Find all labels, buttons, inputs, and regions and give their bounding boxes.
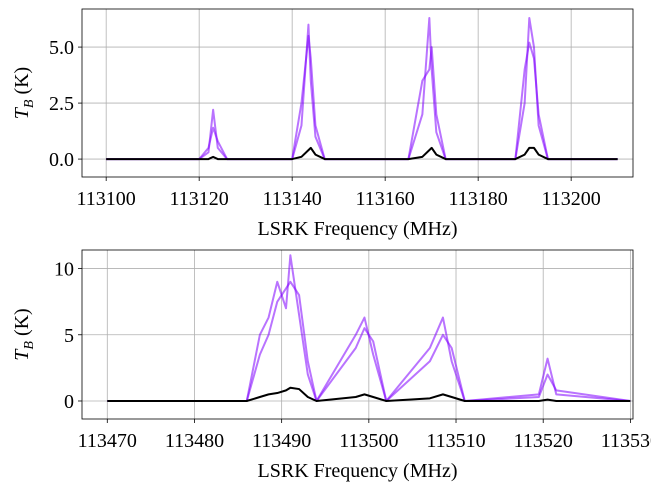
x-axis-label: LSRK Frequency (MHz)	[258, 218, 458, 240]
x-tick-label: 113100	[77, 188, 136, 210]
x-tick-label: 113520	[514, 430, 573, 452]
y-label-unit: (K)	[11, 67, 33, 95]
y-tick-label: 2.5	[49, 93, 74, 115]
spectrum-line	[106, 16, 618, 161]
spectrum-line	[107, 254, 631, 402]
y-axis-label: TB (K)	[11, 67, 37, 119]
y-tick-label: 0	[64, 391, 74, 413]
y-label-subscript: B	[22, 99, 37, 108]
y-axis-label: TB (K)	[11, 308, 37, 360]
x-tick-label: 113140	[263, 188, 322, 210]
x-tick-label: 113480	[165, 430, 224, 452]
x-tick-label: 113500	[339, 430, 398, 452]
y-tick-label: 5	[64, 325, 74, 347]
spectrum-line	[107, 386, 631, 402]
spectrum-line	[107, 280, 631, 402]
y-label-symbol: T	[11, 348, 33, 361]
spectrum-line	[106, 34, 618, 161]
y-label-symbol: T	[11, 106, 33, 119]
y-label-subscript: B	[22, 341, 37, 350]
x-tick-label: 113200	[542, 188, 601, 210]
x-tick-label: 113180	[449, 188, 508, 210]
spectrum-line	[106, 146, 618, 161]
x-tick-label: 113490	[252, 430, 311, 452]
axes-frame	[81, 249, 634, 420]
x-tick-label: 113120	[170, 188, 229, 210]
y-tick-label: 5.0	[49, 37, 74, 59]
x-tick-label: 113510	[426, 430, 485, 452]
x-axis-label: LSRK Frequency (MHz)	[258, 460, 458, 482]
y-label-unit: (K)	[11, 308, 33, 336]
x-tick-label: 113470	[78, 430, 137, 452]
x-tick-label: 113160	[356, 188, 415, 210]
y-tick-label: 0.0	[49, 149, 74, 171]
axes-frame	[81, 8, 634, 178]
y-tick-label: 10	[54, 259, 74, 281]
